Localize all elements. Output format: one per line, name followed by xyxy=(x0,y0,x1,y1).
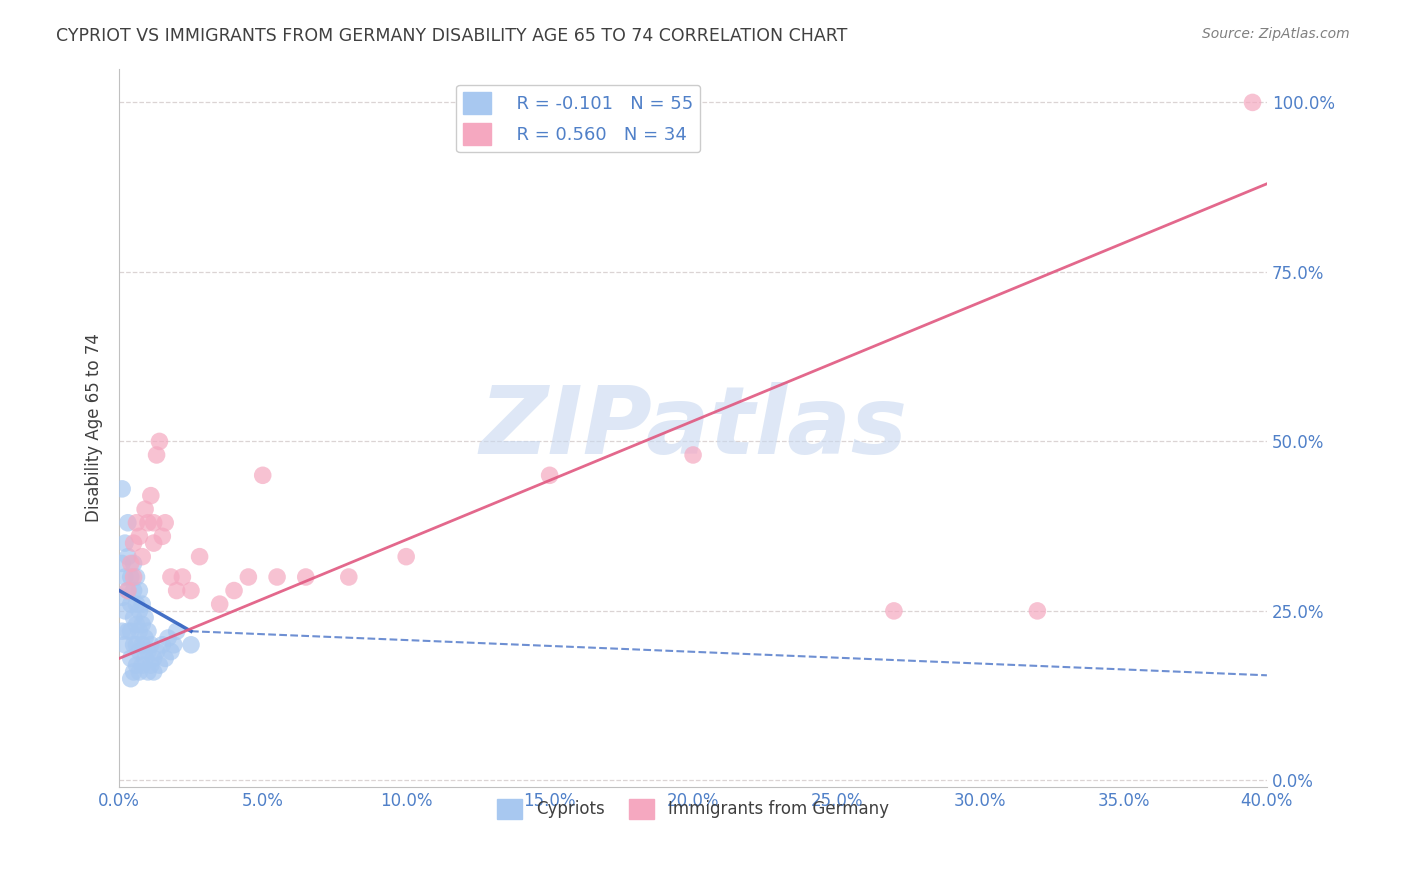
Point xyxy=(134,651,156,665)
Point xyxy=(114,570,136,584)
Point xyxy=(125,638,148,652)
Point xyxy=(160,570,183,584)
Point xyxy=(136,665,159,679)
Y-axis label: Disability Age 65 to 74: Disability Age 65 to 74 xyxy=(86,334,103,523)
Text: ZIPatlas: ZIPatlas xyxy=(479,382,907,474)
Point xyxy=(163,638,186,652)
Point xyxy=(682,448,704,462)
Point xyxy=(238,570,260,584)
Point xyxy=(125,597,148,611)
Point xyxy=(153,516,176,530)
Point xyxy=(131,549,153,564)
Point xyxy=(117,516,139,530)
Point xyxy=(1026,604,1049,618)
Point xyxy=(153,651,176,665)
Point xyxy=(145,448,167,462)
Point xyxy=(128,624,150,639)
Point xyxy=(134,502,156,516)
Point xyxy=(160,644,183,658)
Point xyxy=(128,604,150,618)
Point xyxy=(134,610,156,624)
Point xyxy=(120,672,142,686)
Point xyxy=(122,638,145,652)
Point xyxy=(122,665,145,679)
Point xyxy=(117,583,139,598)
Point xyxy=(166,624,188,639)
Point xyxy=(208,597,231,611)
Point xyxy=(180,638,202,652)
Point xyxy=(117,583,139,598)
Point xyxy=(128,529,150,543)
Point xyxy=(128,644,150,658)
Point xyxy=(222,583,245,598)
Point xyxy=(180,583,202,598)
Point xyxy=(122,583,145,598)
Point xyxy=(145,644,167,658)
Point xyxy=(266,570,288,584)
Legend: Cypriots, Immigrants from Germany: Cypriots, Immigrants from Germany xyxy=(491,792,896,826)
Point xyxy=(157,631,180,645)
Point xyxy=(142,536,165,550)
Point xyxy=(120,570,142,584)
Point xyxy=(131,638,153,652)
Point xyxy=(117,549,139,564)
Point xyxy=(139,489,162,503)
Point xyxy=(252,468,274,483)
Point xyxy=(538,468,561,483)
Point xyxy=(1241,95,1264,110)
Point xyxy=(122,610,145,624)
Point xyxy=(111,482,134,496)
Point xyxy=(122,557,145,571)
Point xyxy=(166,583,188,598)
Text: CYPRIOT VS IMMIGRANTS FROM GERMANY DISABILITY AGE 65 TO 74 CORRELATION CHART: CYPRIOT VS IMMIGRANTS FROM GERMANY DISAB… xyxy=(56,27,848,45)
Point xyxy=(883,604,905,618)
Point xyxy=(131,617,153,632)
Point xyxy=(122,570,145,584)
Point xyxy=(139,658,162,673)
Point xyxy=(134,631,156,645)
Point xyxy=(131,597,153,611)
Point xyxy=(120,624,142,639)
Point xyxy=(122,536,145,550)
Point xyxy=(125,658,148,673)
Point xyxy=(120,557,142,571)
Point xyxy=(120,597,142,611)
Point xyxy=(150,529,173,543)
Point xyxy=(142,516,165,530)
Point xyxy=(131,658,153,673)
Point xyxy=(172,570,194,584)
Point xyxy=(128,583,150,598)
Point xyxy=(148,658,170,673)
Text: Source: ZipAtlas.com: Source: ZipAtlas.com xyxy=(1202,27,1350,41)
Point xyxy=(148,434,170,449)
Point xyxy=(142,651,165,665)
Point xyxy=(120,651,142,665)
Point xyxy=(142,665,165,679)
Point xyxy=(136,516,159,530)
Point xyxy=(150,638,173,652)
Point xyxy=(111,591,134,605)
Point xyxy=(114,638,136,652)
Point xyxy=(337,570,360,584)
Point xyxy=(111,557,134,571)
Point xyxy=(395,549,418,564)
Point xyxy=(125,617,148,632)
Point xyxy=(114,536,136,550)
Point xyxy=(294,570,316,584)
Point xyxy=(125,516,148,530)
Point xyxy=(114,604,136,618)
Point xyxy=(188,549,211,564)
Point xyxy=(111,624,134,639)
Point xyxy=(136,644,159,658)
Point xyxy=(117,624,139,639)
Point xyxy=(139,638,162,652)
Point xyxy=(128,665,150,679)
Point xyxy=(136,624,159,639)
Point xyxy=(125,570,148,584)
